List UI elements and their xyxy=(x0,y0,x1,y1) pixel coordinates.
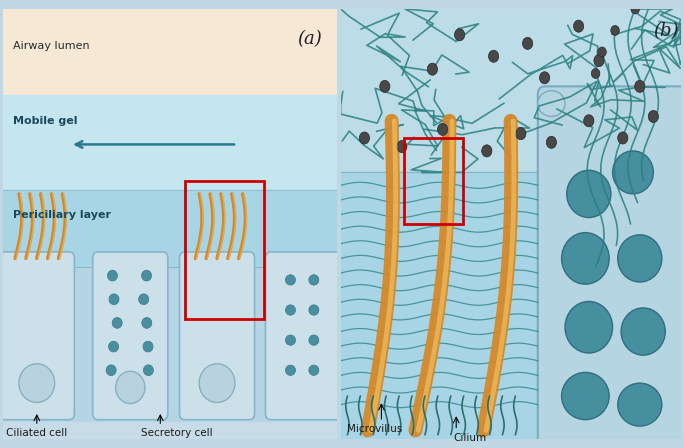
FancyBboxPatch shape xyxy=(538,86,684,448)
Ellipse shape xyxy=(199,364,235,402)
Ellipse shape xyxy=(618,235,662,282)
Bar xyxy=(3,190,337,267)
Ellipse shape xyxy=(488,50,499,62)
Text: Secretory cell: Secretory cell xyxy=(141,428,213,438)
Ellipse shape xyxy=(547,136,557,148)
Ellipse shape xyxy=(397,141,407,153)
Ellipse shape xyxy=(109,294,119,305)
Ellipse shape xyxy=(648,111,659,122)
Bar xyxy=(341,9,681,172)
Ellipse shape xyxy=(613,151,653,194)
Ellipse shape xyxy=(454,29,464,41)
Ellipse shape xyxy=(611,26,619,35)
Ellipse shape xyxy=(142,318,152,328)
Ellipse shape xyxy=(116,371,145,404)
Bar xyxy=(3,95,337,190)
Ellipse shape xyxy=(144,365,153,375)
Ellipse shape xyxy=(594,55,604,67)
FancyBboxPatch shape xyxy=(0,252,75,420)
Ellipse shape xyxy=(309,275,319,285)
Ellipse shape xyxy=(309,305,319,315)
Ellipse shape xyxy=(309,335,319,345)
Ellipse shape xyxy=(592,69,600,78)
Ellipse shape xyxy=(309,365,319,375)
Bar xyxy=(3,267,337,422)
Ellipse shape xyxy=(359,132,369,144)
Ellipse shape xyxy=(516,128,526,140)
FancyBboxPatch shape xyxy=(179,252,254,420)
Text: Cilium: Cilium xyxy=(453,433,486,443)
Ellipse shape xyxy=(438,123,448,135)
Ellipse shape xyxy=(482,145,492,157)
Bar xyxy=(3,9,337,95)
Ellipse shape xyxy=(618,383,662,426)
FancyBboxPatch shape xyxy=(265,252,349,420)
Bar xyxy=(404,138,463,224)
Ellipse shape xyxy=(139,294,148,305)
Text: Mobile gel: Mobile gel xyxy=(14,116,78,126)
Text: (b): (b) xyxy=(653,22,679,40)
Ellipse shape xyxy=(631,4,640,14)
Ellipse shape xyxy=(142,270,152,281)
Ellipse shape xyxy=(573,20,583,32)
Ellipse shape xyxy=(562,233,609,284)
Bar xyxy=(185,181,264,319)
Ellipse shape xyxy=(621,308,666,355)
Ellipse shape xyxy=(285,335,295,345)
Ellipse shape xyxy=(107,270,118,281)
Ellipse shape xyxy=(109,341,118,352)
Ellipse shape xyxy=(19,364,55,402)
Ellipse shape xyxy=(567,170,611,218)
Ellipse shape xyxy=(635,80,645,92)
Ellipse shape xyxy=(285,305,295,315)
Bar xyxy=(3,422,337,439)
Ellipse shape xyxy=(618,132,628,144)
Text: (a): (a) xyxy=(297,30,322,48)
Ellipse shape xyxy=(143,341,153,352)
Ellipse shape xyxy=(562,372,609,420)
Ellipse shape xyxy=(583,115,594,127)
Ellipse shape xyxy=(380,80,390,92)
Ellipse shape xyxy=(540,72,550,84)
Ellipse shape xyxy=(538,90,565,116)
Ellipse shape xyxy=(428,63,438,75)
FancyBboxPatch shape xyxy=(93,252,168,420)
Ellipse shape xyxy=(285,365,295,375)
Text: Periciliary layer: Periciliary layer xyxy=(14,211,111,220)
Ellipse shape xyxy=(112,318,122,328)
Text: Ciliated cell: Ciliated cell xyxy=(6,428,68,438)
Ellipse shape xyxy=(285,275,295,285)
Ellipse shape xyxy=(598,47,606,57)
Text: Airway lumen: Airway lumen xyxy=(14,40,90,51)
Ellipse shape xyxy=(565,302,613,353)
Ellipse shape xyxy=(106,365,116,375)
Text: Microvillus: Microvillus xyxy=(347,424,402,434)
Ellipse shape xyxy=(523,37,533,49)
